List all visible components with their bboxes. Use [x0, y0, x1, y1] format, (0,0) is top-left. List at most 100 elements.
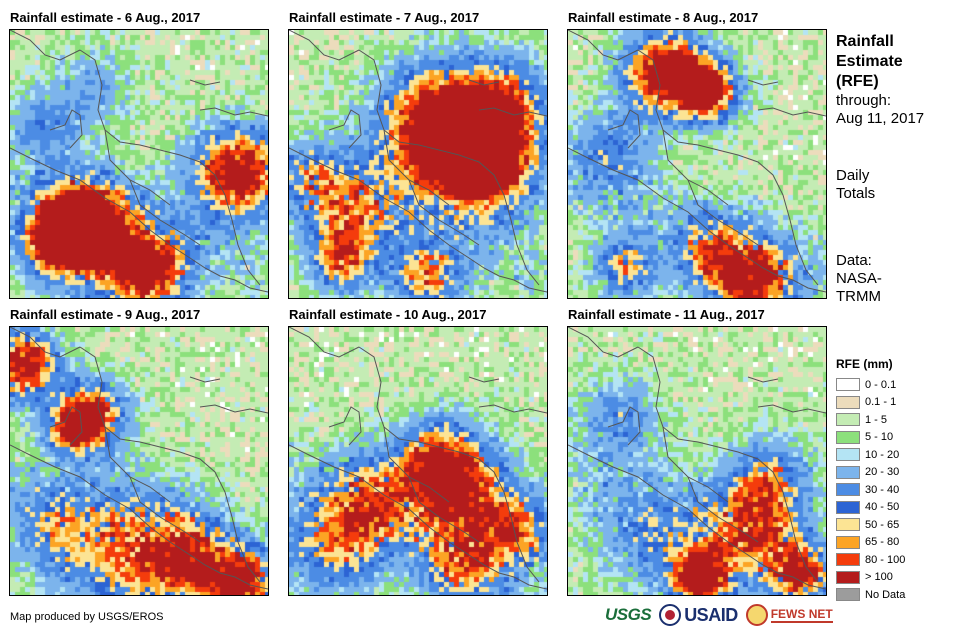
coastline-path [662, 129, 729, 206]
legend-label: 40 - 50 [865, 501, 900, 514]
coastline-path [129, 476, 201, 543]
legend-label: 30 - 40 [865, 483, 900, 496]
legend-item: No Data [836, 586, 905, 604]
fews-seal-icon [745, 604, 768, 626]
coastline-path [478, 404, 547, 414]
legend-item: 65 - 80 [836, 534, 905, 552]
panel-title-10aug: Rainfall estimate - 10 Aug., 2017 [289, 307, 487, 322]
coastline-path [757, 107, 826, 117]
rainfall-raster [568, 30, 826, 298]
coastline-path [10, 327, 81, 358]
map-panel-11aug [567, 326, 827, 596]
legend-swatch [836, 518, 860, 532]
map-panel-7aug [288, 29, 548, 299]
coastline-path [289, 444, 547, 590]
data-source-line-2: NASA- [836, 270, 882, 287]
coastline-path [568, 327, 639, 358]
legend-swatch [836, 395, 860, 409]
legend-item: 1 - 5 [836, 411, 905, 429]
legend-label: 0 - 0.1 [865, 378, 897, 391]
coastline-overlay [10, 30, 268, 293]
coastline-overlay [289, 30, 547, 293]
coastline-path [10, 444, 268, 590]
coastline-path [104, 129, 171, 206]
legend-label: 50 - 65 [865, 518, 900, 531]
legend-label: 0.1 - 1 [865, 396, 897, 409]
coastline-path [757, 404, 826, 414]
legend-item: 5 - 10 [836, 429, 905, 447]
coastline-path [328, 109, 362, 149]
fews-logo-group: FEWS NET [745, 604, 833, 626]
legend-item: 30 - 40 [836, 481, 905, 499]
coastline-path [607, 109, 641, 149]
coastline-path [358, 346, 540, 583]
coastline-path [637, 346, 819, 583]
map-title-block: Rainfall Estimate (RFE) through: Aug 11,… [836, 32, 924, 128]
through-date: Aug 11, 2017 [836, 110, 925, 127]
rainfall-raster [289, 327, 547, 595]
map-title-line-2: Estimate [836, 53, 903, 70]
legend-items: 0 - 0.1 0.1 - 1 1 - 5 5 - 10 10 - 20 20 - 30 3… [836, 376, 905, 604]
legend-label: 80 - 100 [865, 553, 906, 566]
panel-title-11aug: Rainfall estimate - 11 Aug., 2017 [568, 307, 765, 322]
coastline-path [129, 179, 201, 246]
coastline-path [10, 147, 268, 293]
legend-label: 20 - 30 [865, 466, 900, 479]
coastline-path [662, 426, 729, 503]
totals-line-1: Daily [836, 167, 870, 184]
legend-item: 80 - 100 [836, 551, 905, 569]
coastline-path [328, 406, 362, 446]
usgs-logo: USGS [605, 605, 652, 624]
coastline-path [358, 49, 540, 286]
legend-item: 20 - 30 [836, 464, 905, 482]
rainfall-raster [289, 30, 547, 298]
legend-swatch [836, 535, 860, 549]
panel-title-9aug: Rainfall estimate - 9 Aug., 2017 [10, 307, 201, 322]
legend-label: 5 - 10 [865, 431, 894, 444]
legend-label: > 100 [865, 571, 893, 584]
coastline-path [747, 376, 779, 383]
rainfall-raster [10, 327, 268, 595]
coastline-path [568, 147, 826, 293]
legend-swatch [836, 588, 860, 602]
legend-swatch [836, 448, 860, 462]
panel-title-6aug: Rainfall estimate - 6 Aug., 2017 [10, 10, 201, 25]
usaid-seal-icon [659, 604, 682, 626]
legend-label: 1 - 5 [865, 413, 888, 426]
coastline-path [49, 406, 83, 446]
coastline-path [478, 107, 547, 117]
coastline-path [199, 404, 268, 414]
coastline-path [408, 179, 480, 246]
legend-item: 40 - 50 [836, 499, 905, 517]
legend-item: 10 - 20 [836, 446, 905, 464]
coastline-path [468, 79, 500, 86]
logo-strip: USGS USAID FEWS NET [605, 604, 833, 626]
coastline-overlay [289, 327, 547, 590]
rainfall-raster [10, 30, 268, 298]
coastline-path [568, 30, 639, 61]
coastline-path [637, 49, 819, 286]
fews-net-logo: FEWS NET [770, 607, 833, 623]
legend-label: No Data [865, 588, 906, 601]
coastline-path [289, 30, 360, 61]
credit-text: Map produced by USGS/EROS [10, 611, 164, 623]
totals-block: Daily Totals [836, 167, 875, 203]
coastline-path [383, 426, 450, 503]
legend-item: > 100 [836, 569, 905, 587]
legend-label: 65 - 80 [865, 536, 900, 549]
coastline-path [607, 406, 641, 446]
map-title-line-3: (RFE) [836, 73, 879, 90]
coastline-overlay [568, 327, 826, 590]
data-source-line-1: Data: [836, 252, 872, 269]
legend-swatch [836, 500, 860, 514]
legend-swatch [836, 378, 860, 392]
coastline-path [49, 109, 83, 149]
through-label: through: [836, 92, 892, 109]
legend-swatch [836, 483, 860, 497]
panel-title-8aug: Rainfall estimate - 8 Aug., 2017 [568, 10, 759, 25]
legend-swatch [836, 413, 860, 427]
usaid-logo: USAID [684, 604, 738, 625]
coastline-path [568, 444, 826, 590]
totals-line-2: Totals [836, 185, 876, 202]
map-panel-10aug [288, 326, 548, 596]
